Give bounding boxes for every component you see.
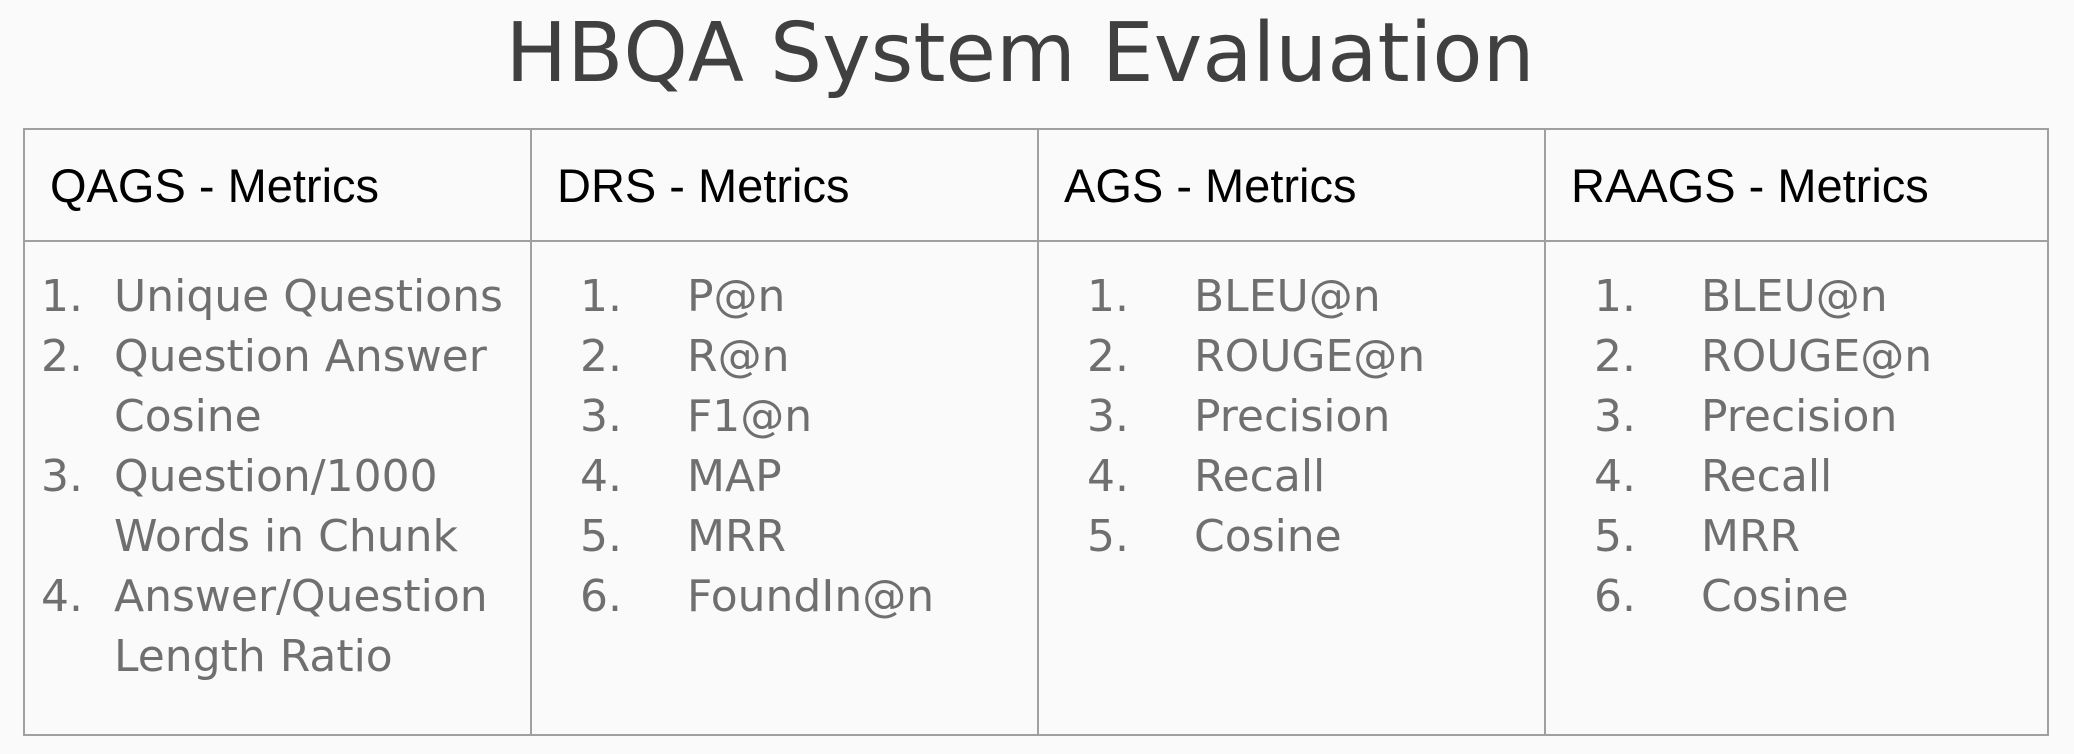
item-text: BLEU@n [1701, 271, 1888, 322]
list-item: 2. R@n [580, 327, 1037, 387]
item-text: MAP [687, 451, 782, 502]
item-text: Question/1000 Words in Chunk [114, 451, 458, 562]
item-number: 1. [1594, 271, 1636, 322]
header-raags: RAAGS - Metrics [1546, 130, 2047, 242]
item-number: 6. [1594, 571, 1636, 622]
item-number: 3. [1087, 391, 1129, 442]
metrics-table: QAGS - Metrics DRS - Metrics AGS - Metri… [23, 128, 2049, 736]
list-item: 4. MAP [580, 447, 1037, 507]
item-text: Unique Questions [114, 271, 503, 322]
item-text: Precision [1194, 391, 1391, 442]
list-item: 2. Question Answer Cosine [41, 327, 530, 447]
list-item: 1. BLEU@n [1594, 267, 2047, 327]
list-item: 4. Recall [1594, 447, 2047, 507]
item-number: 6. [580, 571, 622, 622]
item-number: 4. [580, 451, 622, 502]
item-text: ROUGE@n [1701, 331, 1933, 382]
list-item: 6. FoundIn@n [580, 567, 1037, 627]
list-item: 5. MRR [580, 507, 1037, 567]
item-number: 5. [1087, 511, 1129, 562]
item-number: 2. [1594, 331, 1636, 382]
list-item: 5. Cosine [1087, 507, 1544, 567]
list-item: 2. ROUGE@n [1087, 327, 1544, 387]
item-number: 4. [41, 571, 83, 622]
header-qags: QAGS - Metrics [25, 130, 532, 242]
item-number: 5. [580, 511, 622, 562]
item-text: Question Answer Cosine [114, 331, 487, 442]
list-item: 1. BLEU@n [1087, 267, 1544, 327]
item-text: Cosine [1194, 511, 1342, 562]
item-text: F1@n [687, 391, 813, 442]
item-text: FoundIn@n [687, 571, 935, 622]
list-item: 3. Precision [1594, 387, 2047, 447]
item-text: Cosine [1701, 571, 1849, 622]
header-ags: AGS - Metrics [1039, 130, 1546, 242]
item-number: 1. [1087, 271, 1129, 322]
item-text: Recall [1701, 451, 1833, 502]
item-number: 3. [580, 391, 622, 442]
item-number: 4. [1594, 451, 1636, 502]
list-item: 5. MRR [1594, 507, 2047, 567]
item-number: 4. [1087, 451, 1129, 502]
item-number: 5. [1594, 511, 1636, 562]
item-number: 3. [41, 451, 83, 502]
list-item: 1. P@n [580, 267, 1037, 327]
list-item: 4. Answer/Question Length Ratio [41, 567, 530, 687]
item-text: BLEU@n [1194, 271, 1381, 322]
item-text: Answer/Question Length Ratio [114, 571, 488, 682]
item-text: MRR [1701, 511, 1801, 562]
item-number: 1. [580, 271, 622, 322]
header-drs: DRS - Metrics [532, 130, 1039, 242]
item-number: 2. [41, 331, 83, 382]
column-drs: 1. P@n 2. R@n 3. F1@n 4. MAP 5. MRR 6. FoundIn… [532, 242, 1039, 734]
list-item: 4. Recall [1087, 447, 1544, 507]
qags-list: 1. Unique Questions 2. Question Answer Cos… [25, 242, 530, 687]
list-item: 3. Question/1000 Words in Chunk [41, 447, 530, 567]
column-ags: 1. BLEU@n 2. ROUGE@n 3. Precision 4. Recall … [1039, 242, 1546, 734]
item-text: Precision [1701, 391, 1898, 442]
item-text: MRR [687, 511, 787, 562]
list-item: 3. Precision [1087, 387, 1544, 447]
item-text: ROUGE@n [1194, 331, 1426, 382]
item-text: Recall [1194, 451, 1326, 502]
list-item: 3. F1@n [580, 387, 1037, 447]
item-number: 2. [580, 331, 622, 382]
ags-list: 1. BLEU@n 2. ROUGE@n 3. Precision 4. Recall … [1039, 242, 1544, 567]
list-item: 1. Unique Questions [41, 267, 530, 327]
item-text: R@n [687, 331, 790, 382]
item-number: 1. [41, 271, 83, 322]
column-raags: 1. BLEU@n 2. ROUGE@n 3. Precision 4. Recall … [1546, 242, 2047, 734]
drs-list: 1. P@n 2. R@n 3. F1@n 4. MAP 5. MRR 6. FoundIn… [532, 242, 1037, 627]
list-item: 2. ROUGE@n [1594, 327, 2047, 387]
column-qags: 1. Unique Questions 2. Question Answer Cos… [25, 242, 532, 734]
list-item: 6. Cosine [1594, 567, 2047, 627]
item-text: P@n [687, 271, 786, 322]
item-number: 2. [1087, 331, 1129, 382]
raags-list: 1. BLEU@n 2. ROUGE@n 3. Precision 4. Recall … [1546, 242, 2047, 627]
item-number: 3. [1594, 391, 1636, 442]
slide-title: HBQA System Evaluation [505, 6, 1535, 101]
